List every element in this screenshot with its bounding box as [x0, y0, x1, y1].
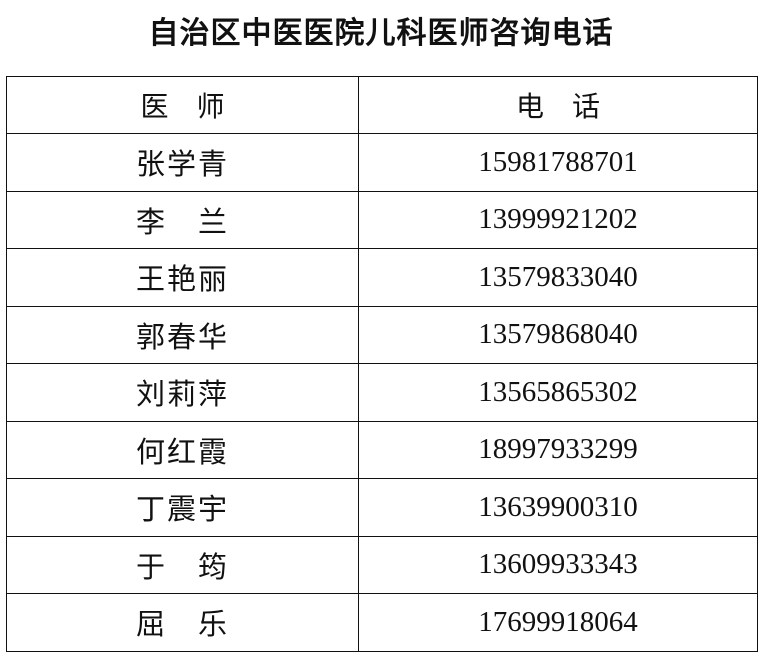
- doctor-name: 张学青: [6, 133, 359, 192]
- phone-number: 13639900310: [358, 478, 758, 537]
- doctor-name: 郭春华: [6, 305, 359, 364]
- phone-number: 17699918064: [358, 593, 758, 652]
- doctor-name: 李 兰: [6, 190, 359, 249]
- page-title: 自治区中医医院儿科医师咨询电话: [148, 16, 614, 51]
- doctor-name: 于 筠: [6, 535, 359, 594]
- table-row: 李 兰 13999921202: [6, 190, 758, 249]
- doctor-name: 王艳丽: [6, 248, 359, 307]
- phone-number: 13999921202: [358, 190, 758, 249]
- phone-number: 13579833040: [358, 248, 758, 307]
- table-row: 丁震宇 13639900310: [6, 478, 758, 537]
- phone-number: 15981788701: [358, 133, 758, 192]
- table-row: 何红霞 18997933299: [6, 420, 758, 479]
- table-row: 王艳丽 13579833040: [6, 248, 758, 307]
- doctor-name: 屈 乐: [6, 593, 359, 652]
- phone-number: 18997933299: [358, 420, 758, 479]
- table-row: 刘莉萍 13565865302: [6, 363, 758, 422]
- doctor-phone-table: 医 师 电 话 张学青 15981788701 李 兰 13999921202 王艳丽 1…: [6, 76, 758, 652]
- table-row: 于 筠 13609933343: [6, 535, 758, 594]
- doctor-name: 丁震宇: [6, 478, 359, 537]
- doctor-name: 何红霞: [6, 420, 359, 479]
- table-row: 郭春华 13579868040: [6, 305, 758, 364]
- table-row: 屈 乐 17699918064: [6, 593, 758, 652]
- doctor-name: 刘莉萍: [6, 363, 359, 422]
- table-header-row: 医 师 电 话: [6, 76, 758, 134]
- phone-number: 13579868040: [358, 305, 758, 364]
- phone-number: 13609933343: [358, 535, 758, 594]
- header-doctor: 医 师: [6, 76, 359, 134]
- header-phone: 电 话: [358, 76, 758, 134]
- phone-number: 13565865302: [358, 363, 758, 422]
- table-row: 张学青 15981788701: [6, 133, 758, 192]
